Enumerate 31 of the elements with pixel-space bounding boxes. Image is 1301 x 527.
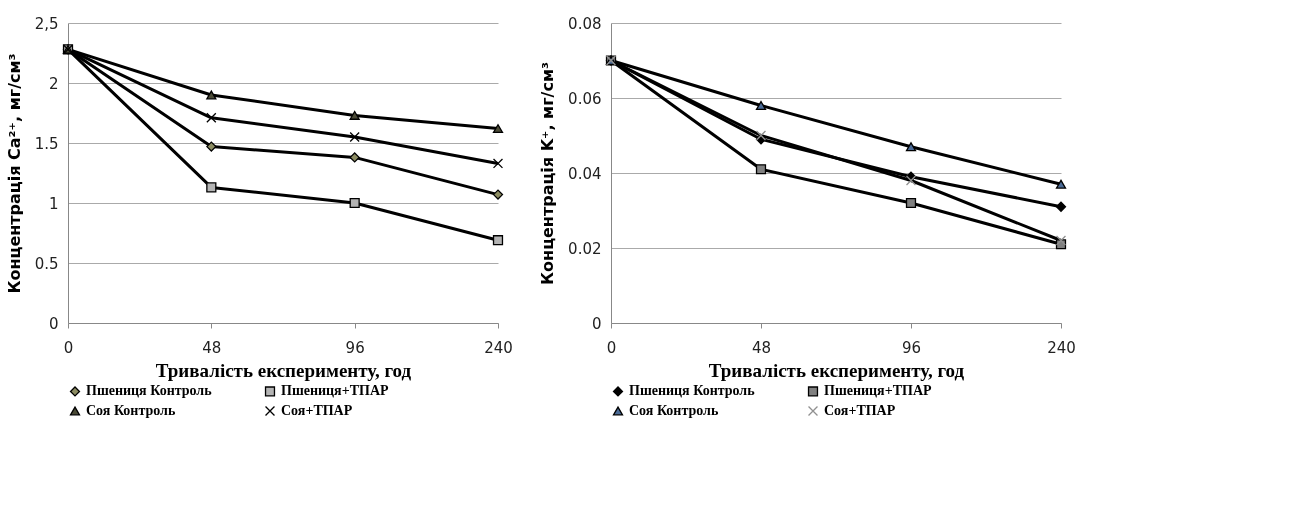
legend-label: Соя Контроль — [629, 403, 719, 418]
x-axis-title: Тривалість експерименту, год — [708, 359, 965, 381]
legend-label: Пшениця Контроль — [629, 383, 756, 399]
y-tick-label: 0.04 — [568, 164, 602, 183]
y-tick-label: 0.02 — [568, 239, 602, 258]
legend-label: Соя Контроль — [86, 403, 176, 418]
x-tick-label: 240 — [484, 338, 513, 357]
x-tick-label: 48 — [202, 338, 222, 357]
x-tick-label: 0 — [606, 338, 617, 357]
y-tick-label: 1 — [48, 194, 59, 213]
y-axis-title: Концентрація K⁺, мг/см³ — [538, 62, 558, 285]
legend-label: Соя+ТПАР — [824, 403, 896, 418]
legend-label: Пшениця+ТПАР — [281, 383, 390, 399]
y-tick-label: 0 — [591, 314, 602, 333]
y-axis-title: Концентрація Ca²⁺, мг/см³ — [4, 53, 24, 294]
legend-label: Пшениця+ТПАР — [824, 383, 933, 399]
y-tick-label: 1.5 — [34, 134, 59, 153]
legend-label: Пшениця Контроль — [86, 383, 213, 399]
y-tick-label: 0.06 — [568, 89, 602, 108]
y-tick-label: 0.5 — [34, 254, 59, 273]
y-tick-label: 2,5 — [34, 14, 59, 33]
legend-label: Соя+ТПАР — [281, 403, 353, 418]
y-tick-label: 0.08 — [568, 14, 602, 33]
x-tick-label: 48 — [751, 338, 772, 357]
x-tick-label: 96 — [345, 338, 365, 357]
x-tick-label: 240 — [1047, 338, 1076, 357]
x-tick-label: 0 — [63, 338, 74, 357]
x-axis-title: Тривалість експерименту, год — [155, 359, 412, 381]
y-tick-label: 2 — [48, 74, 59, 93]
x-tick-label: 96 — [901, 338, 922, 357]
y-tick-label: 0 — [48, 314, 59, 333]
